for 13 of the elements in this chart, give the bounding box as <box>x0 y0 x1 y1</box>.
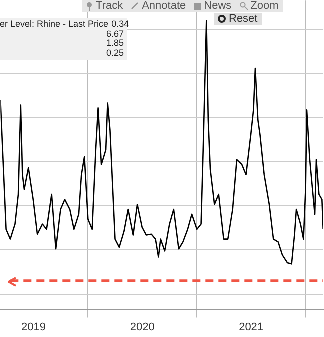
annotation: 1.85 <box>105 38 124 48</box>
annotation: er Level: Rhine - Last Price <box>0 19 109 30</box>
annotation: 6.67 <box>105 28 124 39</box>
x-tick-label: 2021 <box>239 321 264 334</box>
text: Annotate <box>142 0 186 12</box>
x-tick-label: 2020 <box>130 321 155 334</box>
text: Zoom <box>250 0 279 12</box>
x-tick-label: 2019 <box>21 321 46 334</box>
text: Track <box>96 0 124 12</box>
text: News <box>204 0 232 12</box>
annotation: 0.34 <box>112 19 130 30</box>
annotation: Reset <box>229 13 258 25</box>
annotation: 0.25 <box>105 48 124 58</box>
